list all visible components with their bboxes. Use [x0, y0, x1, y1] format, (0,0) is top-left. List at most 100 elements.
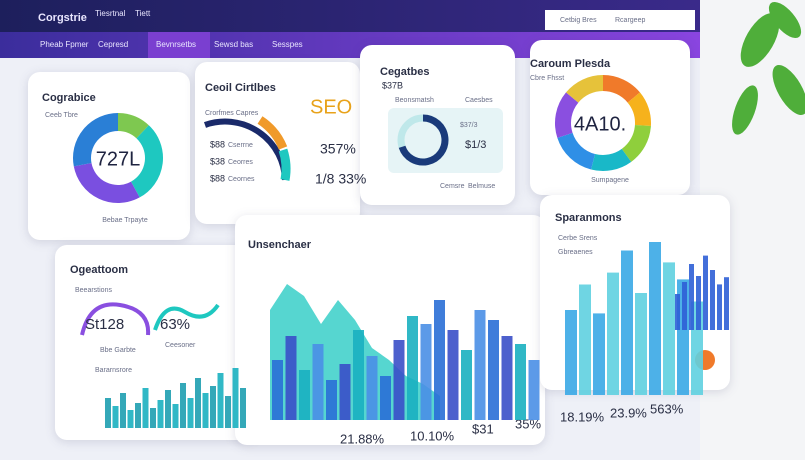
bar [165, 390, 171, 428]
bar [142, 388, 149, 428]
bar [240, 388, 246, 428]
bar [393, 340, 405, 420]
bar [488, 320, 499, 420]
donut-segment [555, 92, 579, 138]
donut-segment [627, 92, 651, 127]
nav-tab[interactable]: Sesspes [272, 40, 303, 49]
donut-segment [73, 113, 119, 167]
note: Bbe Garbte [100, 347, 136, 354]
card [55, 245, 255, 440]
bar [703, 255, 708, 330]
badge: SEO [310, 96, 352, 118]
card-value: St128 [85, 316, 124, 333]
note: Ceesoner [165, 342, 196, 349]
plant [732, 1, 805, 135]
nav-tab[interactable]: Sewsd bas [214, 40, 253, 49]
bar [232, 368, 239, 428]
donut-segment [73, 162, 140, 203]
bar [299, 370, 310, 420]
bar [710, 270, 715, 330]
card-subtitle: Ceeb Tbre [45, 112, 78, 119]
bar [326, 380, 337, 420]
bar [202, 393, 209, 428]
bar [312, 344, 324, 420]
card-subtitle: Gbreaenes [558, 249, 593, 256]
gauge-accent [278, 148, 291, 181]
sparkline [153, 303, 220, 331]
card-footer: Bebae Trpayte [102, 217, 148, 224]
donut-segment [602, 75, 640, 103]
nav-tab[interactable]: Pheab Fpmer [40, 40, 89, 49]
donut-segment [557, 132, 596, 170]
donut-segment [621, 124, 651, 162]
top-tab[interactable]: Tiesrtnal [95, 9, 126, 18]
row-text: Ceornes [228, 176, 255, 183]
row-text: Cserrne [228, 142, 253, 149]
bar [515, 344, 526, 420]
row-value: $1/3 [465, 139, 486, 151]
bar [272, 360, 283, 420]
stat: 21.88% [340, 431, 385, 446]
bar [528, 360, 540, 420]
bar [112, 406, 119, 428]
bar [461, 350, 472, 420]
card-subtitle: Beearstions [75, 287, 112, 294]
card-value: $37B [382, 80, 403, 90]
top-tab[interactable]: Tiett [135, 9, 151, 18]
bar [380, 376, 391, 420]
card-value: 63% [160, 316, 190, 333]
bar [689, 264, 694, 330]
bar [474, 310, 486, 420]
bar [339, 364, 351, 420]
bar [127, 410, 134, 428]
row-text: Ceorres [228, 159, 253, 166]
row-value: $88 [210, 173, 225, 183]
card-label: Crorfmes Capres [205, 110, 259, 117]
bar [501, 336, 513, 420]
card-footer: Cemsre [440, 183, 465, 190]
bar [607, 272, 619, 395]
right-tab[interactable]: Cetbig Bres [560, 17, 597, 24]
bar [105, 398, 111, 428]
brand: Corgstrie [38, 12, 87, 24]
bar [717, 284, 722, 330]
bar [447, 330, 459, 420]
bar [675, 294, 680, 330]
card-title: Cograbice [42, 92, 96, 104]
card-title: Caroum Plesda [530, 58, 611, 70]
bar [420, 324, 432, 420]
bar [172, 404, 179, 428]
bar [434, 300, 445, 420]
nav-tab[interactable]: Bevnrsetbs [156, 40, 196, 49]
bar [366, 356, 378, 420]
bar [210, 386, 216, 428]
stat: 23.9% [610, 405, 647, 420]
card-title: Cegatbes [380, 66, 430, 78]
bar [696, 276, 701, 330]
bar [217, 373, 224, 428]
right-tab-panel [545, 10, 695, 30]
note: Bararnsrore [95, 367, 132, 374]
bar [135, 403, 141, 428]
bar [353, 330, 364, 420]
donut-center: 727L [96, 148, 141, 170]
bar [565, 310, 577, 395]
donut-segment [566, 75, 604, 103]
bar [621, 250, 633, 395]
stat: 18.19% [560, 409, 605, 424]
bar [150, 408, 156, 428]
donut-center: 4A10. [574, 113, 626, 135]
bar [663, 262, 675, 395]
right-tab[interactable]: Rcargeep [615, 17, 645, 24]
card-title: Ogeattoom [70, 264, 128, 276]
donut-segment [117, 113, 149, 139]
stat: 563% [650, 401, 684, 416]
card-title: Sparanmons [555, 212, 622, 224]
row-value: $38 [210, 156, 225, 166]
nav-tab[interactable]: Cepresd [98, 40, 128, 49]
row-value: $37/3 [460, 122, 478, 129]
legend-item: Caesbes [465, 97, 493, 104]
bar [120, 393, 126, 428]
bar [180, 383, 186, 428]
card-title: Unsenchaer [248, 239, 312, 251]
